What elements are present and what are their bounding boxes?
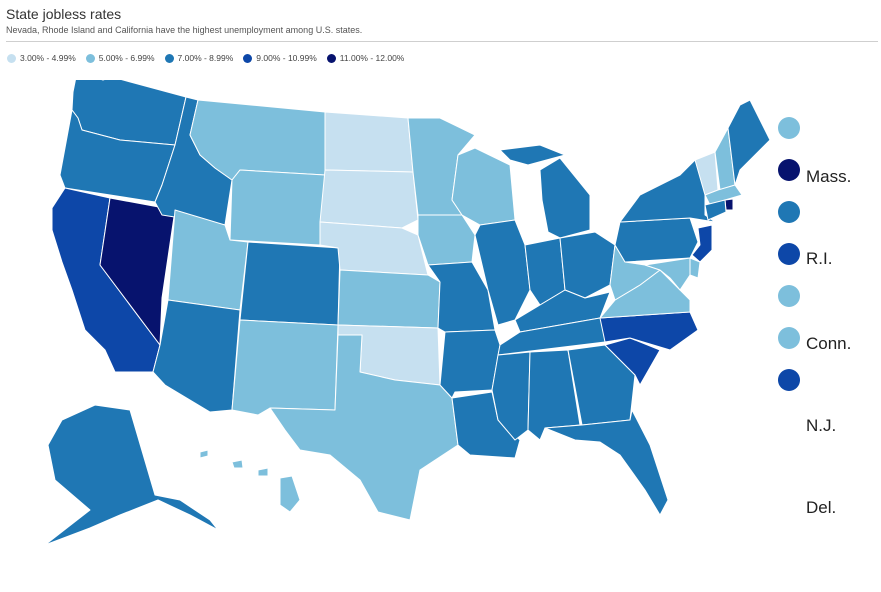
legend-label-bin-4: 9.00% - 10.99% [256,53,317,63]
state-nd[interactable] [324,111,414,173]
callout-row-conn[interactable]: Conn. [778,324,851,353]
state-de[interactable] [689,257,701,279]
callout-label-conn: Conn. [806,334,852,353]
callout-dot-conn [778,327,800,349]
state-ct[interactable] [704,199,727,221]
state-ks[interactable] [337,269,441,329]
chart-header: State jobless rates Nevada, Rhode Island… [6,6,876,36]
callout-dot-5 [778,285,800,307]
callout-row-1[interactable] [778,114,800,142]
legend-item-bin-2: 5.00% - 6.99% [85,53,155,63]
state-md[interactable] [644,257,691,291]
state-nm[interactable] [231,319,339,416]
legend-label-bin-5: 11.00% - 12.00% [339,53,405,63]
chart-subtitle: Nevada, Rhode Island and California have… [6,25,363,35]
color-legend: 3.00% - 4.99% 5.00% - 6.99% 7.00% - 8.99… [7,53,414,63]
state-ri[interactable] [724,198,734,211]
legend-label-bin-1: 3.00% - 4.99% [20,53,76,63]
state-tx[interactable] [269,334,459,521]
callout-row-mass[interactable]: Mass. [778,156,851,186]
callout-dot-mass [778,159,800,181]
state-mi[interactable] [499,144,591,239]
callout-label-nj: N.J. [806,416,837,435]
callout-dot-3 [778,201,800,223]
callout-label-del: Del. [806,498,837,517]
header-divider [6,41,878,42]
legend-label-bin-2: 5.00% - 6.99% [98,53,155,63]
legend-swatch-bin-3 [164,53,174,63]
callout-row-3[interactable] [778,198,800,226]
state-hi[interactable] [199,449,301,513]
state-oh[interactable] [559,231,616,299]
chart-title: State jobless rates [6,6,122,22]
state-ak[interactable] [44,404,219,546]
us-state-map [44,80,771,546]
state-pa[interactable] [614,217,699,263]
callout-label-ri: R.I. [806,249,833,268]
legend-swatch-bin-4 [243,53,253,63]
callout-row-7[interactable] [778,366,800,394]
state-co[interactable] [239,241,341,326]
legend-item-bin-5: 11.00% - 12.00% [326,53,405,63]
state-me[interactable] [727,99,771,186]
legend-item-bin-1: 3.00% - 4.99% [7,53,76,63]
callout-label-mass: Mass. [806,167,852,186]
state-wi[interactable] [451,147,516,226]
state-ia[interactable] [417,214,476,266]
callout-row-5[interactable] [778,282,800,310]
callout-dot-ri [778,243,800,265]
legend-item-bin-4: 9.00% - 10.99% [243,53,317,63]
callout-dot-7 [778,369,800,391]
state-sd[interactable] [319,169,419,229]
legend-item-bin-3: 7.00% - 8.99% [164,53,234,63]
legend-swatch-bin-2 [85,53,95,63]
legend-label-bin-3: 7.00% - 8.99% [177,53,234,63]
state-fl[interactable] [544,409,669,516]
legend-swatch-bin-5 [326,53,336,63]
callout-dot-1 [778,117,800,139]
legend-swatch-bin-1 [7,53,16,63]
state-wy[interactable] [229,169,326,246]
state-ga[interactable] [567,344,636,426]
state-ar[interactable] [439,329,501,399]
northeast-callout-legend: Mass. R.I. Conn. N.J. Del. [778,0,878,592]
state-az[interactable] [152,299,241,413]
callout-row-ri[interactable]: R.I. [778,240,832,268]
